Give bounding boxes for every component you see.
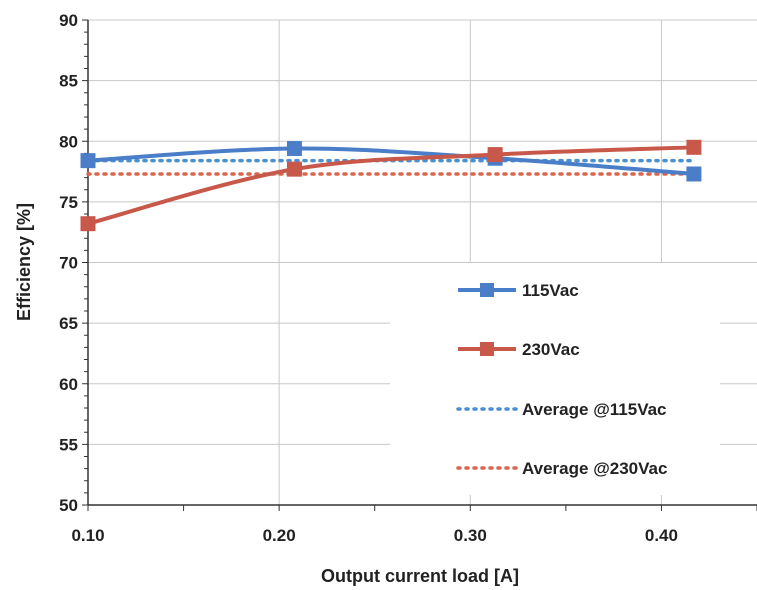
axes bbox=[82, 19, 757, 511]
y-tick-label: 75 bbox=[59, 193, 78, 212]
y-tick-label: 65 bbox=[59, 314, 78, 333]
y-tick-label: 70 bbox=[59, 254, 78, 273]
data-point bbox=[487, 147, 503, 163]
x-tick-label: 0.30 bbox=[454, 526, 487, 545]
data-point bbox=[686, 166, 702, 182]
series-lines bbox=[80, 139, 702, 232]
x-tick-label: 0.10 bbox=[71, 526, 104, 545]
legend-marker bbox=[480, 283, 494, 297]
y-tick-label: 85 bbox=[59, 72, 78, 91]
tick-labels: 50 55 60 65 70 75 80 85 90 0.10 0.20 0.30 0.40 bbox=[59, 11, 678, 545]
series-line-115vac bbox=[87, 146, 695, 176]
y-axis-title: Efficiency [%] bbox=[14, 203, 34, 321]
data-point bbox=[686, 139, 702, 155]
legend-label: Average @115Vac bbox=[522, 400, 667, 419]
legend-label: 115Vac bbox=[522, 281, 579, 300]
y-tick-label: 55 bbox=[59, 435, 78, 454]
data-point bbox=[286, 141, 302, 157]
legend: 115Vac 230Vac Average @115Vac Average @230V… bbox=[390, 263, 720, 495]
x-tick-label: 0.40 bbox=[645, 526, 678, 545]
legend-marker bbox=[480, 342, 494, 356]
data-point bbox=[80, 153, 96, 169]
y-tick-label: 60 bbox=[59, 375, 78, 394]
legend-label: 230Vac bbox=[522, 340, 580, 359]
legend-label: Average @230Vac bbox=[522, 459, 667, 478]
series-line-230vac bbox=[87, 145, 694, 226]
data-point bbox=[286, 161, 302, 177]
y-tick-label: 50 bbox=[59, 496, 78, 515]
grid-lines bbox=[88, 19, 757, 506]
legend-background bbox=[390, 263, 720, 495]
y-tick-label: 80 bbox=[59, 132, 78, 151]
x-axis-title: Output current load [A] bbox=[321, 566, 519, 586]
x-tick-label: 0.20 bbox=[263, 526, 296, 545]
y-tick-label: 90 bbox=[59, 11, 78, 30]
data-point bbox=[80, 216, 96, 232]
